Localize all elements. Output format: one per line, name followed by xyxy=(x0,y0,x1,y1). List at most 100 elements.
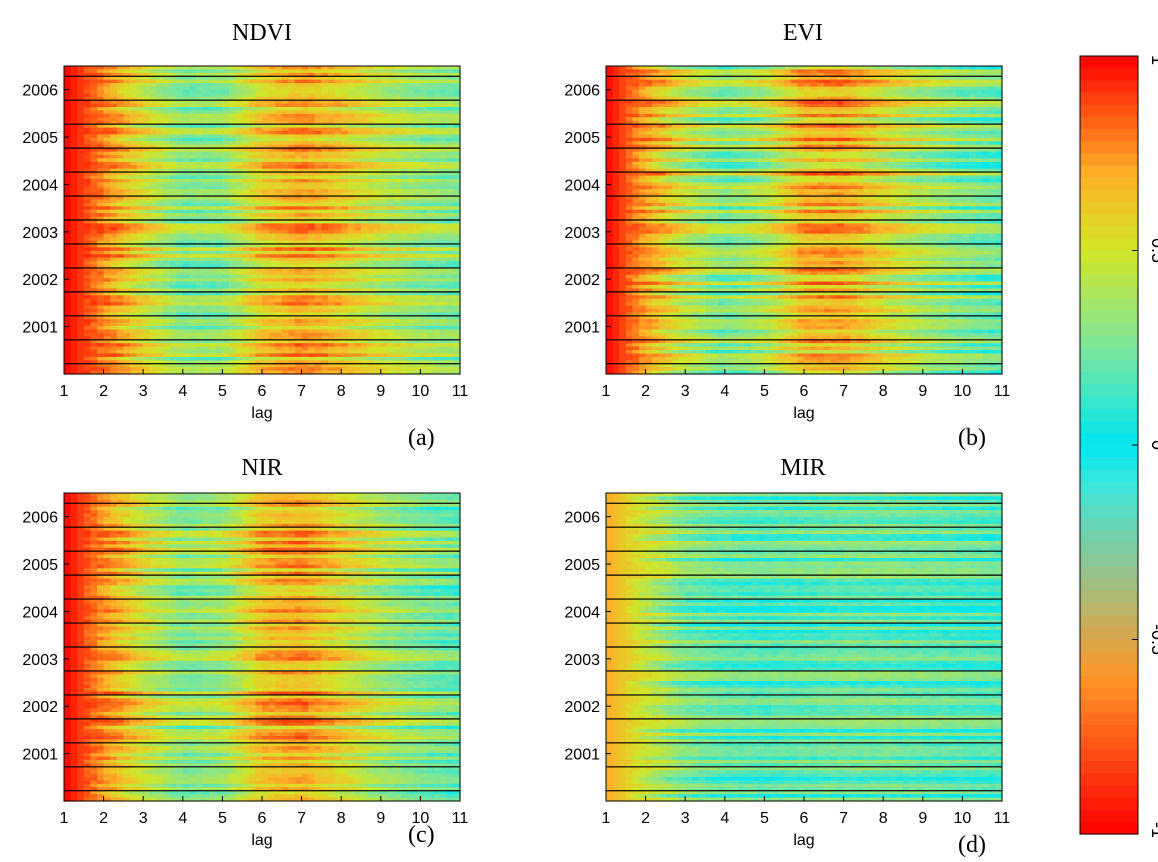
heatmap-cell xyxy=(169,332,177,337)
heatmap-cell xyxy=(143,79,151,84)
heatmap-cell xyxy=(361,199,369,204)
heatmap-cell xyxy=(440,213,448,218)
heatmap-cell xyxy=(281,329,289,334)
heatmap-cell xyxy=(209,141,217,146)
heatmap-cell xyxy=(110,168,118,173)
heatmap-cell xyxy=(308,206,316,211)
heatmap-cell xyxy=(215,322,223,327)
heatmap-cell xyxy=(103,278,111,283)
heatmap-cell xyxy=(123,196,131,201)
heatmap-cell xyxy=(268,288,276,293)
heatmap-cell xyxy=(334,339,342,344)
heatmap-cell xyxy=(110,274,118,279)
heatmap-cell xyxy=(90,264,98,269)
heatmap-cell xyxy=(97,278,105,283)
heatmap-cell xyxy=(453,336,461,341)
heatmap-cell xyxy=(314,216,322,221)
heatmap-cell xyxy=(288,240,296,245)
heatmap-cell xyxy=(64,124,72,129)
heatmap-cell xyxy=(334,137,342,142)
heatmap-cell xyxy=(433,120,441,125)
heatmap-cell xyxy=(380,271,388,276)
heatmap-cell xyxy=(347,308,355,313)
heatmap-cell xyxy=(420,66,428,71)
heatmap-cell xyxy=(64,120,72,125)
heatmap-cell xyxy=(222,131,230,136)
heatmap-cell xyxy=(103,329,111,334)
heatmap-cell xyxy=(229,161,237,166)
heatmap-cell xyxy=(169,175,177,180)
heatmap-cell xyxy=(136,223,144,228)
heatmap-cell xyxy=(387,117,395,122)
heatmap-cell xyxy=(248,315,256,320)
heatmap-cell xyxy=(143,346,151,351)
heatmap-cell xyxy=(268,117,276,122)
heatmap-cell xyxy=(400,175,408,180)
heatmap-cell xyxy=(341,288,349,293)
heatmap-cell xyxy=(387,326,395,331)
heatmap-cell xyxy=(196,285,204,290)
heatmap-cell xyxy=(413,267,421,272)
heatmap-cell xyxy=(427,223,435,228)
heatmap-cell xyxy=(295,271,303,276)
heatmap-cell xyxy=(446,93,454,98)
heatmap-cell xyxy=(427,305,435,310)
heatmap-cell xyxy=(255,100,263,105)
heatmap-cell xyxy=(156,302,164,307)
heatmap-cell xyxy=(446,151,454,156)
heatmap-cell xyxy=(361,96,369,101)
heatmap-cell xyxy=(354,141,362,146)
heatmap-cell xyxy=(367,120,375,125)
heatmap-cell xyxy=(123,312,131,317)
heatmap-cell xyxy=(407,243,415,248)
heatmap-cell xyxy=(242,230,250,235)
heatmap-cell xyxy=(334,83,342,88)
heatmap-cell xyxy=(341,107,349,112)
heatmap-cell xyxy=(255,329,263,334)
heatmap-cell xyxy=(328,189,336,194)
heatmap-cell xyxy=(394,83,402,88)
heatmap-cell xyxy=(354,271,362,276)
heatmap-cell xyxy=(367,110,375,115)
heatmap-cell xyxy=(90,226,98,231)
heatmap-cell xyxy=(301,196,309,201)
heatmap-cell xyxy=(242,298,250,303)
heatmap-cell xyxy=(413,124,421,129)
heatmap-cell xyxy=(90,154,98,159)
heatmap-cell xyxy=(242,89,250,94)
heatmap-cell xyxy=(130,278,138,283)
heatmap-cell xyxy=(110,93,118,98)
heatmap-cell xyxy=(407,131,415,136)
heatmap-cell xyxy=(394,76,402,81)
heatmap-cell xyxy=(136,100,144,105)
heatmap-cell xyxy=(301,148,309,153)
heatmap-cell xyxy=(361,182,369,187)
heatmap-cell xyxy=(130,110,138,115)
heatmap-cell xyxy=(433,172,441,177)
heatmap-cell xyxy=(433,343,441,348)
heatmap-cell xyxy=(156,131,164,136)
heatmap-cell xyxy=(103,206,111,211)
heatmap-cell xyxy=(156,264,164,269)
heatmap-cell xyxy=(255,199,263,204)
heatmap-cell xyxy=(347,285,355,290)
heatmap-cell xyxy=(347,192,355,197)
heatmap-cell xyxy=(229,148,237,153)
heatmap-cell xyxy=(130,332,138,337)
heatmap-cell xyxy=(189,237,197,242)
heatmap-cell xyxy=(288,66,296,71)
heatmap-cell xyxy=(110,158,118,163)
heatmap-cell xyxy=(182,209,190,214)
heatmap-cell xyxy=(103,117,111,122)
heatmap-cell xyxy=(235,76,243,81)
heatmap-cell xyxy=(433,127,441,132)
heatmap-cell xyxy=(347,243,355,248)
heatmap-cell xyxy=(149,308,157,313)
heatmap-cell xyxy=(110,308,118,313)
heatmap-cell xyxy=(453,172,461,177)
heatmap-cell xyxy=(413,250,421,255)
heatmap-cell xyxy=(407,295,415,300)
heatmap-cell xyxy=(420,72,428,77)
heatmap-cell xyxy=(420,79,428,84)
heatmap-cell xyxy=(209,264,217,269)
